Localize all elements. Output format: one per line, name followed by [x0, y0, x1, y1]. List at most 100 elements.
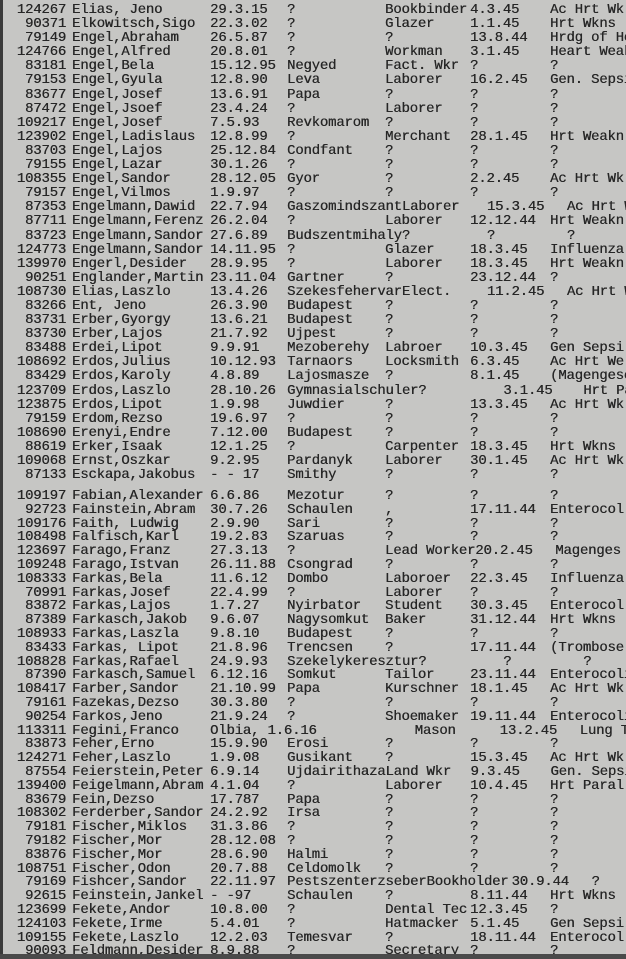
- person-name: Feher,Laszlo: [72, 750, 171, 767]
- record-row: 87389 Farkasch,Jakob 9.6.07 Nagysomkut Baker…: [0, 613, 626, 628]
- cause-of-death: Hrt Weakn: [550, 213, 624, 230]
- cause-of-death: ?: [550, 694, 559, 711]
- person-name: Engerl,Desider: [72, 255, 187, 272]
- birth-place: ?: [287, 2, 296, 18]
- birth-place: Budapest: [287, 312, 353, 329]
- birth-date: 4.8.89: [210, 368, 260, 385]
- record-row: 123902 Engel,Ladislaus 12.8.99? Merchant 28.…: [0, 130, 626, 144]
- record-row: 123697 Farago,Franz 27.3.13? Lead Worker 20.…: [0, 544, 626, 559]
- record-row: 108417 Farber,Sandor 21.10.99 Papa Kurschner…: [0, 681, 626, 698]
- occupation: ?: [385, 488, 394, 504]
- cause-of-death: ?: [550, 86, 559, 103]
- cause-of-death: Hrt Wkns: [550, 16, 616, 33]
- prisoner-number: 83730: [24, 326, 66, 343]
- prisoner-number: 83488: [24, 340, 66, 357]
- occupation: Student: [385, 598, 443, 615]
- birth-date: 1.9.98: [210, 396, 260, 413]
- death-date: 17.11.44: [470, 639, 536, 656]
- record-row: 108751 Fischer,Odon 20.7.88 Celdomolk???: [0, 862, 626, 877]
- cause-of-death: ?: [550, 269, 559, 286]
- birth-place: Nyirbator: [287, 598, 361, 615]
- death-date: 13.2.45: [499, 722, 558, 739]
- birth-place: Csongrad: [287, 556, 353, 573]
- record-row: 79155 Engel,Lazar 30.1.26????: [0, 158, 626, 172]
- prisoner-number: 83433: [24, 639, 66, 656]
- death-date: 19.11.44: [470, 708, 536, 725]
- cause-of-death: Ac Hrt We: [550, 354, 624, 371]
- death-date: ?: [470, 694, 479, 711]
- record-row: 83876 Fischer,Mor 28.6.90 Halmi???: [0, 846, 626, 863]
- birth-place: ?: [287, 157, 296, 174]
- death-date: 18.3.45: [470, 438, 528, 455]
- record-row: 87554 Feierstein,Peter 6.9.14 Ujdairithaza L…: [0, 763, 626, 780]
- occupation: Merchant: [385, 128, 451, 145]
- cause-of-death: ?: [550, 736, 559, 753]
- birth-place: Smithy: [287, 467, 337, 484]
- birth-date: 10.12.93: [210, 354, 276, 371]
- birth-date: 30.3.80: [210, 694, 268, 711]
- person-name: Engel,Sandor: [72, 171, 171, 188]
- person-name: Engel,Jsoef: [72, 100, 163, 117]
- prisoner-number: 83876: [24, 846, 66, 863]
- record-row: 123699 Fekete,Andor 10.8.00? Dental Tec 12.3…: [0, 901, 626, 918]
- death-date: 11.2.45: [486, 283, 545, 300]
- person-name: Elkowitsch,Sigo: [72, 16, 196, 33]
- person-name: Engel,Lajos: [72, 142, 163, 159]
- death-date: 13.3.45: [470, 396, 528, 413]
- birth-date: 30.7.26: [210, 501, 268, 518]
- birth-date: 20.8.01: [210, 44, 268, 61]
- death-date: 1.1.45: [470, 16, 520, 33]
- occupation: ?: [385, 736, 394, 753]
- person-name: Ferderber,Sandor: [72, 805, 204, 822]
- cause-of-death: Influenza: [550, 241, 624, 258]
- birth-place: Sari: [287, 515, 320, 532]
- cause-of-death: ?: [550, 901, 559, 918]
- birth-date: 11.6.12: [210, 570, 268, 587]
- occupation: Land Wkr: [385, 763, 452, 780]
- death-date: 10.3.45: [470, 340, 528, 357]
- birth-place: Tarnaors: [287, 354, 353, 371]
- death-date: 9.3.45: [470, 763, 520, 780]
- record-row: 108302 Ferderber,Sandor 24.2.92 Irsa???: [0, 805, 626, 822]
- death-date: ?: [470, 819, 479, 836]
- death-date: ?: [470, 584, 479, 601]
- death-date: 10.4.45: [470, 777, 528, 794]
- occupation: ?: [385, 368, 394, 385]
- prisoner-number: 109197: [16, 488, 66, 504]
- person-name: Engel,Alfred: [72, 44, 171, 61]
- prisoner-number: 109155: [16, 929, 66, 946]
- prisoner-number: 87554: [24, 763, 66, 780]
- prisoner-number: 79182: [24, 832, 66, 849]
- prisoner-number: 108355: [16, 171, 66, 188]
- death-date: ?: [470, 86, 479, 103]
- occupation: Fact. Wkr: [385, 58, 459, 75]
- cause-of-death: ?: [550, 529, 559, 546]
- record-list-f: 109197 Fabian,Alexander 6.6.86 Mezotur??? 92…: [0, 488, 626, 959]
- birth-place: Budapest: [287, 625, 353, 642]
- cause-of-death: Ac Hrt Wk: [550, 396, 624, 413]
- record-row: 87390 Farkasch,Samuel 6.12.16 Somkut Tailor 2…: [0, 668, 626, 683]
- death-date: 3.1.45: [470, 44, 520, 61]
- occupation: ?: [418, 653, 427, 670]
- birth-date: 26.11.88: [210, 556, 276, 573]
- birth-date: 9.8.10: [210, 625, 260, 642]
- cause-of-death: ?: [550, 791, 559, 808]
- occupation: Laborer: [385, 72, 443, 89]
- person-name: Erdos,Laszlo: [72, 382, 171, 399]
- person-name: Farber,Sandor: [72, 681, 179, 698]
- occupation: ?: [385, 185, 394, 202]
- cause-of-death: Enterocol: [550, 929, 624, 946]
- birth-date: 21.10.99: [210, 681, 276, 698]
- person-name: Farkas,Lajos: [72, 598, 171, 615]
- person-name: Engel,Lazar: [72, 157, 163, 174]
- birth-place: ?: [287, 410, 296, 427]
- occupation: ?: [385, 424, 394, 441]
- person-name: Feher,Erno: [72, 736, 155, 753]
- prisoner-number: 124267: [16, 2, 66, 18]
- record-row: 83730 Erber,Lajos 21.7.92 Ujpest???: [0, 327, 626, 341]
- cause-of-death: ?: [550, 424, 559, 441]
- death-date: 15.3.45: [486, 199, 545, 216]
- death-date: ?: [470, 100, 479, 117]
- occupation: ?: [385, 929, 394, 946]
- occupation: ?: [385, 467, 394, 484]
